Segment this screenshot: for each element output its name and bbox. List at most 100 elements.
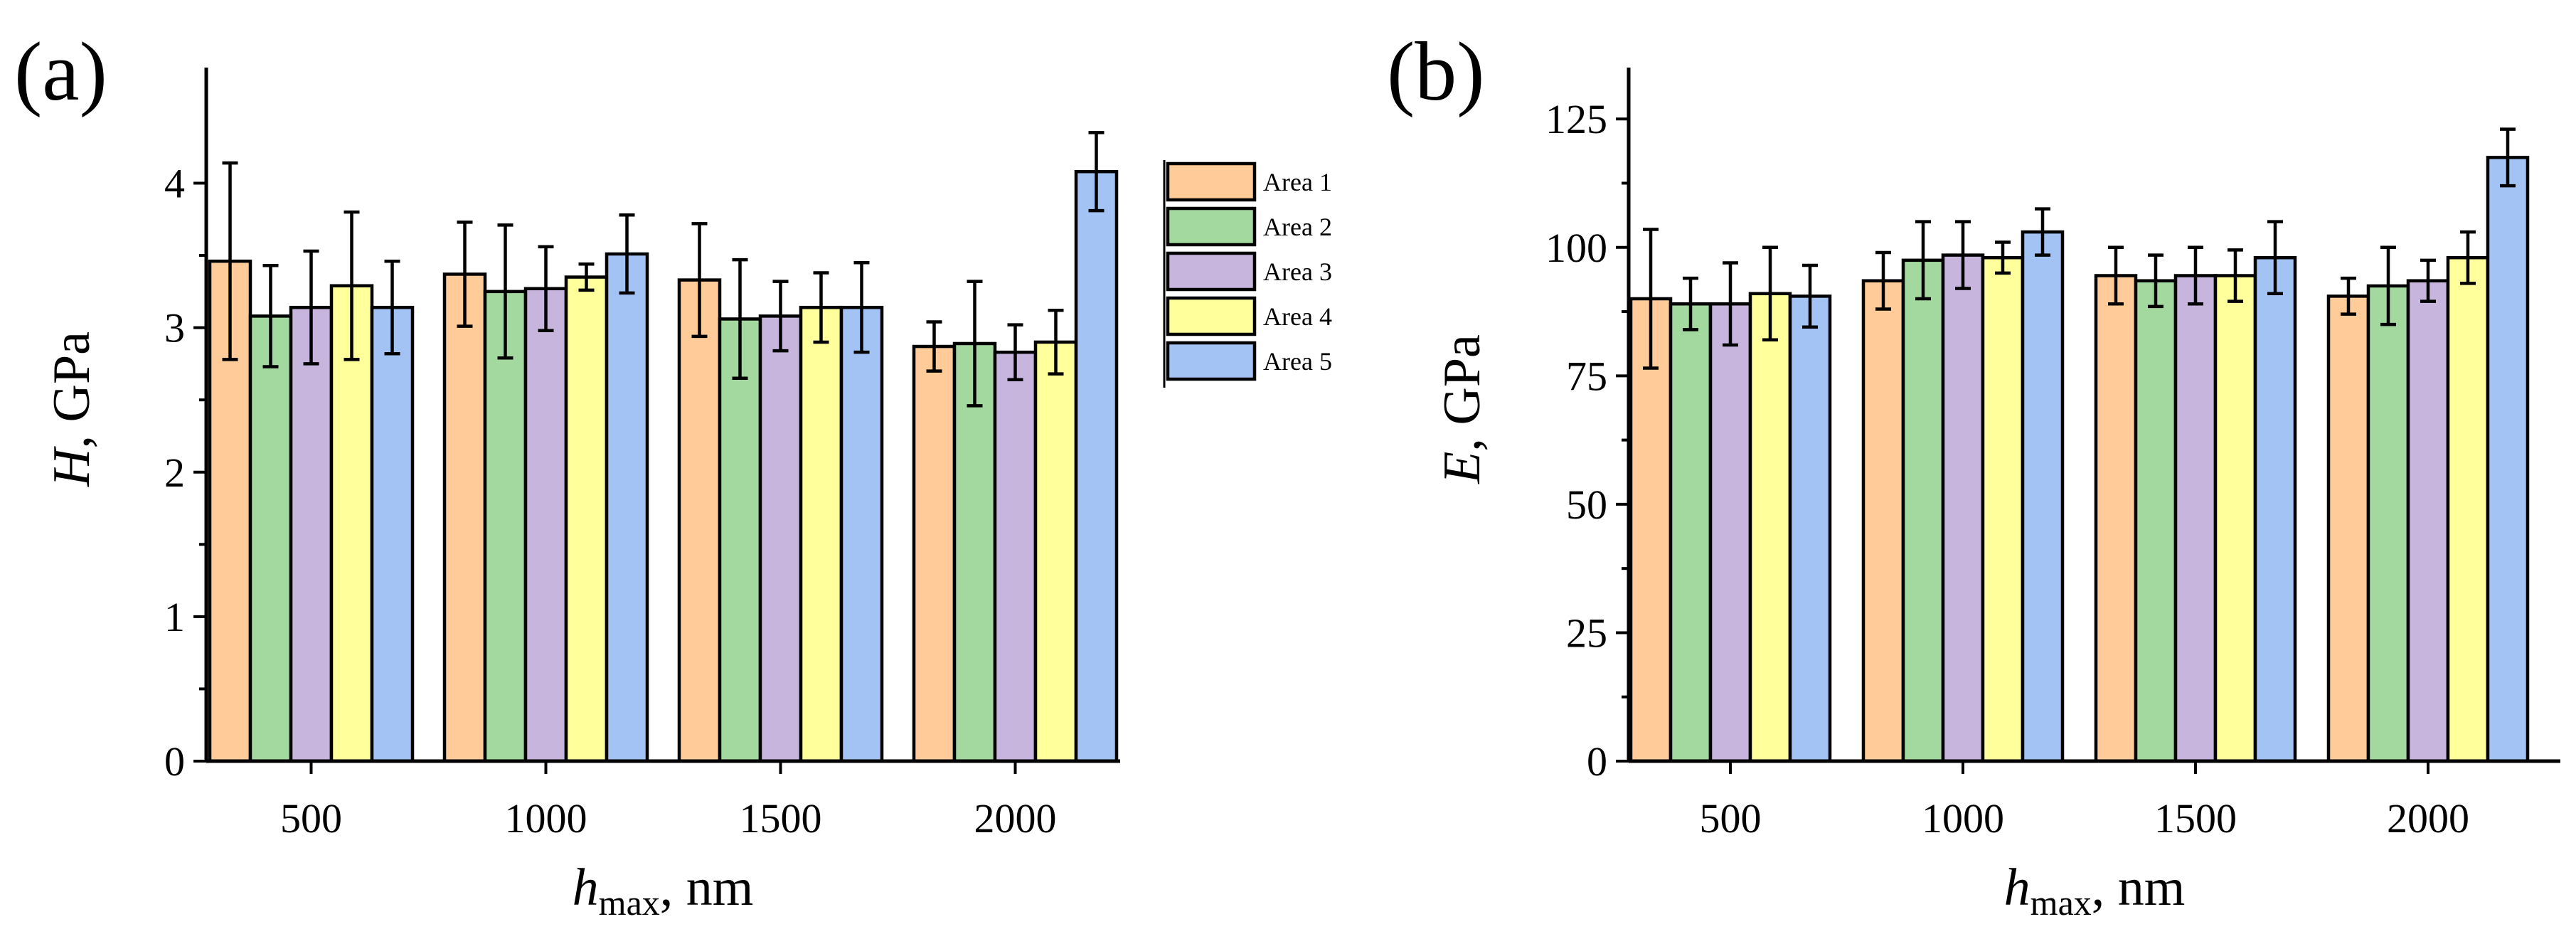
error-bar-area-1-1500 (2108, 245, 2124, 306)
error-bar-area-1-2000 (2341, 276, 2356, 316)
bar-area-1-1500 (2094, 274, 2138, 763)
bar-area-2-500 (1668, 302, 1713, 763)
bar-area-1-1500 (677, 278, 722, 763)
error-bar-area-1-500 (1643, 228, 1659, 370)
panel-b-x-ticks: 500 1000 1500 2000 (1700, 761, 2469, 842)
bar-area-3-2000 (2406, 279, 2450, 763)
panel-a-xlabel-unit: , nm (660, 859, 754, 917)
bar-area-4-2000 (1033, 340, 1078, 763)
bar-area-1-500 (1629, 297, 1673, 763)
legend-label: Area 4 (1263, 302, 1332, 331)
legend-swatch-area-5 (1166, 341, 1257, 381)
error-bar-area-4-500 (1762, 245, 1778, 342)
panel-b-y-ticks: 0 25 50 75 100 125 (1545, 96, 1629, 785)
x-tick-label: 500 (280, 795, 342, 842)
legend-swatch-area-1 (1166, 161, 1257, 202)
bar-area-2-1000 (483, 290, 528, 763)
bar-area-5-2000 (1074, 170, 1119, 763)
error-bar-area-2-2000 (2380, 245, 2396, 327)
error-bar-area-1-1000 (457, 221, 473, 328)
error-bar-area-4-2000 (2460, 230, 2476, 285)
error-bar-area-3-2000 (1007, 323, 1023, 381)
error-bar-area-2-1000 (497, 223, 513, 360)
error-bar-area-4-2000 (1048, 309, 1064, 376)
y-tick-label: 75 (1566, 353, 1607, 399)
bar-area-4-1500 (799, 305, 843, 763)
bar-area-3-2000 (993, 350, 1038, 763)
bar-area-1-1000 (1861, 279, 1905, 763)
panel-b-xlabel-unit: , nm (2092, 859, 2186, 917)
error-bar-area-3-500 (303, 249, 319, 366)
error-bar-area-4-1000 (578, 262, 595, 292)
error-bar-area-4-1500 (813, 271, 829, 344)
error-bar-area-4-500 (344, 210, 360, 361)
y-tick-label: 2 (164, 450, 185, 496)
error-bar-area-3-1500 (772, 280, 789, 353)
y-tick-label: 0 (1587, 738, 1607, 785)
panel-a-x-axis-title: hmax, nm (573, 859, 754, 923)
error-bar-area-5-1000 (2035, 207, 2050, 257)
bar-area-5-1500 (2253, 255, 2297, 763)
bar-area-3-1500 (2173, 274, 2218, 763)
panel-a-ylabel-unit: , GPa (43, 331, 101, 448)
legend-label: Area 3 (1263, 258, 1332, 286)
legend-swatch-area-3 (1166, 251, 1257, 292)
error-bar-area-5-2000 (1088, 131, 1105, 213)
panel-a-x-ticks: 500 1000 1500 2000 (280, 761, 1057, 842)
y-tick-label: 125 (1545, 96, 1607, 142)
panel-b-ylabel-unit: , GPa (1433, 334, 1491, 451)
y-tick-label: 100 (1545, 225, 1607, 271)
legend-swatch-area-2 (1166, 206, 1257, 247)
error-bar-area-2-500 (1683, 276, 1698, 331)
x-tick-label: 500 (1700, 795, 1762, 842)
panel-b-xlabel-symbol: h (2004, 859, 2031, 917)
error-bar-area-3-2000 (2420, 258, 2436, 303)
error-bar-area-5-1000 (619, 213, 635, 295)
error-bar-area-3-1000 (538, 245, 554, 332)
y-tick-label: 25 (1566, 610, 1607, 656)
x-tick-label: 1500 (740, 795, 822, 842)
bar-area-2-1000 (1901, 258, 1945, 763)
bar-area-5-1000 (605, 252, 649, 763)
error-bar-area-4-1500 (2228, 248, 2243, 303)
panel-a-bars (208, 170, 1119, 763)
x-tick-label: 1000 (505, 795, 587, 842)
legend-swatch-area-4 (1166, 296, 1257, 336)
panel-b-x-axis-title: hmax, nm (2004, 859, 2186, 923)
y-tick-label: 50 (1566, 482, 1607, 528)
error-bar-area-4-1000 (1995, 240, 2011, 275)
error-bar-area-3-1500 (2188, 245, 2203, 306)
bar-area-3-500 (1708, 302, 1752, 763)
error-bar-area-3-500 (1723, 261, 1738, 347)
panel-a-y-ticks: 0 1 2 3 4 (164, 161, 206, 785)
error-bar-area-5-500 (1802, 263, 1818, 329)
panel-a-hardness-chart: (a) 0 1 2 3 4 500 1000 1500 2000 H, GPa hmax, n… (14, 25, 1332, 923)
error-bar-area-2-1500 (2148, 253, 2163, 309)
bar-area-4-1000 (564, 275, 609, 763)
error-bar-area-2-1500 (732, 258, 748, 380)
bar-area-2-500 (248, 314, 293, 763)
bar-area-3-1000 (523, 287, 568, 763)
bar-area-5-2000 (2486, 156, 2530, 763)
panel-a-xlabel-symbol: h (573, 859, 599, 917)
error-bar-area-2-1000 (1915, 220, 1931, 301)
bar-area-3-1500 (758, 314, 803, 763)
panel-b-ylabel-symbol: E (1433, 452, 1491, 484)
error-bar-area-5-500 (384, 259, 400, 356)
y-tick-label: 0 (164, 738, 185, 785)
bar-area-4-1000 (1981, 255, 2025, 763)
panel-a-xlabel-subscript: max (599, 883, 660, 923)
bar-area-5-500 (370, 305, 415, 763)
bar-area-5-1000 (2021, 230, 2065, 763)
panel-b-y-axis-title: E, GPa (1433, 334, 1491, 484)
error-bar-area-2-2000 (967, 280, 983, 408)
bar-area-3-1000 (1941, 253, 1985, 763)
legend-label: Area 2 (1263, 213, 1332, 241)
bar-area-4-1500 (2213, 274, 2257, 763)
y-tick-label: 1 (164, 594, 185, 640)
panel-b-error-bars (1643, 127, 2516, 370)
bar-area-5-500 (1788, 294, 1832, 763)
error-bar-area-1-500 (222, 161, 238, 361)
legend-label: Area 1 (1263, 168, 1332, 196)
